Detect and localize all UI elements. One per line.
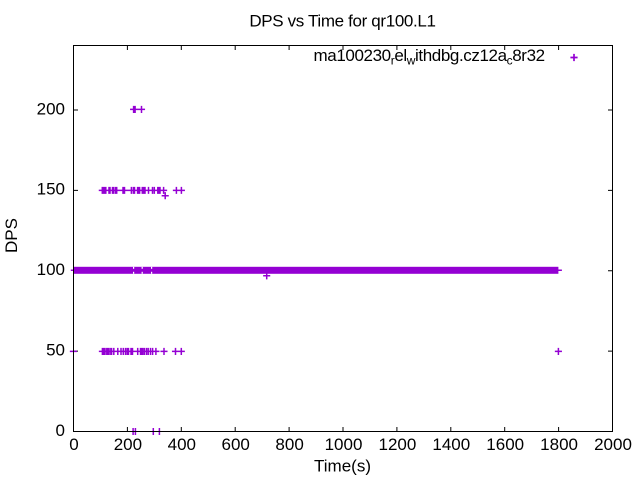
svg-text:200: 200 xyxy=(37,99,65,118)
svg-text:1800: 1800 xyxy=(540,435,578,454)
svg-text:1000: 1000 xyxy=(325,435,363,454)
svg-text:0: 0 xyxy=(69,435,78,454)
svg-text:200: 200 xyxy=(114,435,142,454)
svg-text:600: 600 xyxy=(222,435,250,454)
svg-text:150: 150 xyxy=(37,180,65,199)
svg-text:DPS: DPS xyxy=(2,218,21,253)
svg-text:Time(s): Time(s) xyxy=(314,457,371,476)
svg-text:1600: 1600 xyxy=(486,435,524,454)
svg-text:400: 400 xyxy=(168,435,196,454)
svg-text:2000: 2000 xyxy=(594,435,632,454)
svg-text:100: 100 xyxy=(37,260,65,279)
svg-text:50: 50 xyxy=(46,340,65,359)
svg-text:0: 0 xyxy=(56,421,65,440)
svg-text:1200: 1200 xyxy=(378,435,416,454)
svg-text:ma100230relwithdbg.cz12ac8r32: ma100230relwithdbg.cz12ac8r32 xyxy=(314,46,545,68)
svg-text:800: 800 xyxy=(275,435,303,454)
svg-text:1400: 1400 xyxy=(432,435,470,454)
svg-text:DPS vs Time for qr100.L1: DPS vs Time for qr100.L1 xyxy=(249,12,435,31)
